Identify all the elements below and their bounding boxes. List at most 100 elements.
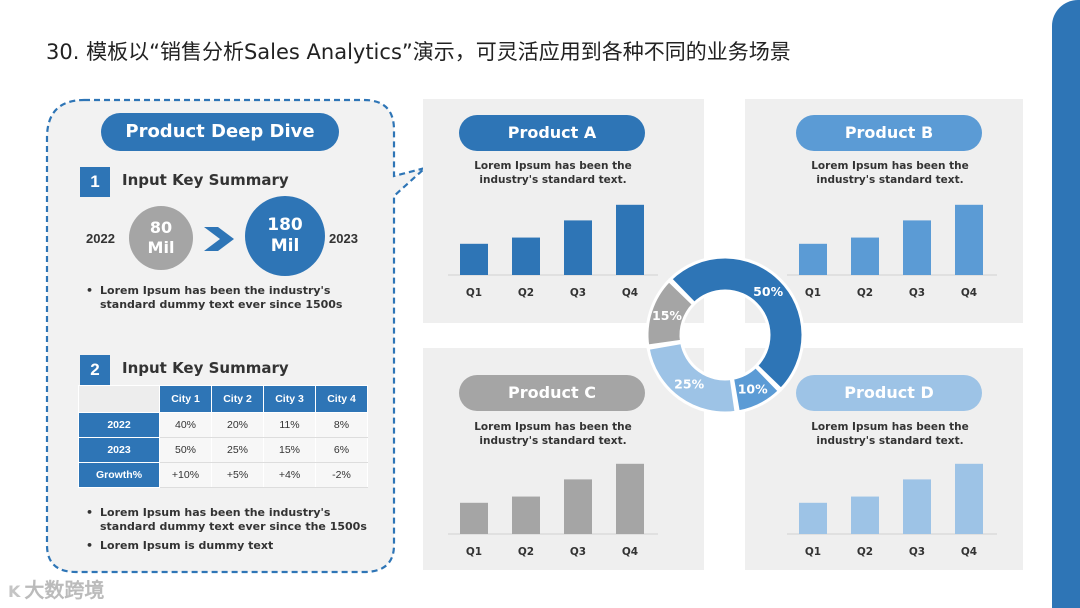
product-b-title: Product B: [796, 115, 982, 151]
table-cell: -2%: [315, 462, 368, 488]
value-from-number: 80: [149, 218, 173, 237]
donut-slice-1: [668, 255, 805, 392]
bar-q2: [512, 237, 540, 275]
description-line: Lorem Ipsum has been the: [811, 160, 969, 172]
bar-q1: [460, 502, 488, 534]
bar-q3: [903, 220, 931, 275]
value-from-unit: Mil: [147, 238, 175, 257]
product-d-bar-chart: Q1 Q2 Q3 Q4: [787, 463, 997, 558]
product-c-title: Product C: [459, 375, 645, 411]
donut-slice-label: 10%: [738, 381, 768, 396]
donut-slice-4: [645, 278, 696, 348]
section-2-number: 2: [80, 355, 110, 385]
table-row: 2022 40% 20% 11% 8%: [78, 412, 368, 438]
share-donut-chart: 50% 10% 25% 15%: [645, 255, 805, 415]
x-tick-label: Q1: [805, 546, 821, 558]
description-line: Lorem Ipsum has been the: [811, 421, 969, 433]
product-a-title: Product A: [459, 115, 645, 151]
x-tick-label: Q3: [570, 546, 586, 558]
bar-q4: [616, 204, 644, 275]
bullet-item: Lorem Ipsum is dummy text: [84, 539, 374, 553]
year-to: 2023: [329, 231, 358, 246]
table-cell: +10%: [159, 462, 212, 488]
table-row: Growth% +10% +5% +4% -2%: [78, 462, 368, 488]
x-tick-label: Q2: [857, 546, 873, 558]
value-to-circle: 180 Mil: [245, 196, 325, 276]
product-b-description: Lorem Ipsum has been the industry's stan…: [770, 159, 1010, 187]
table-cell: 11%: [263, 412, 316, 438]
table-cell: 15%: [263, 437, 316, 463]
x-tick-label: Q3: [909, 546, 925, 558]
x-tick-label: Q4: [622, 287, 638, 299]
column-header: City 2: [211, 385, 264, 413]
bar-q3: [564, 220, 592, 275]
watermark-text: 大数跨境: [24, 578, 105, 602]
table-cell: 6%: [315, 437, 368, 463]
description-line: industry's standard text.: [479, 174, 627, 186]
bar-q4: [616, 463, 644, 534]
bar-q2: [512, 496, 540, 534]
x-tick-label: Q2: [518, 287, 534, 299]
product-b-bar-chart: Q1 Q2 Q3 Q4: [787, 204, 997, 299]
row-header: Growth%: [78, 462, 160, 488]
product-a-bar-chart: Q1 Q2 Q3 Q4: [448, 204, 658, 299]
x-tick-label: Q1: [805, 287, 821, 299]
table-cell: +4%: [263, 462, 316, 488]
x-tick-label: Q2: [518, 546, 534, 558]
bar-q1: [460, 243, 488, 275]
bar-q4: [955, 463, 983, 534]
bar-q2: [851, 496, 879, 534]
table-cell: 40%: [159, 412, 212, 438]
key-summary-table: City 1 City 2 City 3 City 4 2022 40% 20%…: [78, 385, 368, 488]
product-c-description: Lorem Ipsum has been the industry's stan…: [433, 420, 673, 448]
section-2-title: Input Key Summary: [122, 359, 289, 377]
side-accent-bar: [1052, 0, 1080, 608]
value-from-circle: 80 Mil: [129, 206, 193, 270]
table-cell: 25%: [211, 437, 264, 463]
x-tick-label: Q4: [961, 287, 977, 299]
x-tick-label: Q1: [466, 546, 482, 558]
bar-q2: [851, 237, 879, 275]
watermark-logo: K 大数跨境: [8, 574, 104, 603]
bar-q3: [564, 479, 592, 534]
description-line: industry's standard text.: [816, 435, 964, 447]
description-line: industry's standard text.: [816, 174, 964, 186]
logo-mark-icon: K: [8, 582, 21, 601]
column-header: City 4: [315, 385, 368, 413]
donut-slice-3: [646, 340, 738, 415]
column-header: City 3: [263, 385, 316, 413]
donut-slice-2: [730, 364, 782, 414]
product-d-title: Product D: [796, 375, 982, 411]
table-corner-cell: [78, 385, 160, 413]
donut-slice-label: 25%: [674, 376, 704, 391]
description-line: industry's standard text.: [479, 435, 627, 447]
slide-title: 30. 模板以“销售分析Sales Analytics”演示，可灵活应用到各种不…: [46, 40, 791, 64]
x-tick-label: Q3: [909, 287, 925, 299]
x-tick-label: Q2: [857, 287, 873, 299]
bar-q1: [799, 502, 827, 534]
product-c-bar-chart: Q1 Q2 Q3 Q4: [448, 463, 658, 558]
table-cell: 50%: [159, 437, 212, 463]
deep-dive-title: Product Deep Dive: [101, 113, 339, 151]
bar-q4: [955, 204, 983, 275]
bullet-item: Lorem Ipsum has been the industry's stan…: [84, 506, 374, 534]
donut-slice-label: 50%: [753, 284, 783, 299]
x-tick-label: Q3: [570, 287, 586, 299]
description-line: Lorem Ipsum has been the: [474, 160, 632, 172]
year-from: 2022: [86, 231, 115, 246]
product-a-description: Lorem Ipsum has been the industry's stan…: [433, 159, 673, 187]
section-1-bullets: Lorem Ipsum has been the industry's stan…: [84, 284, 374, 317]
section-1-title: Input Key Summary: [122, 171, 289, 189]
table-cell: 20%: [211, 412, 264, 438]
table-cell: 8%: [315, 412, 368, 438]
chevron-right-icon: [204, 227, 234, 251]
donut-slice-label: 15%: [652, 308, 682, 323]
description-line: Lorem Ipsum has been the: [474, 421, 632, 433]
table-row: 2023 50% 25% 15% 6%: [78, 437, 368, 463]
x-tick-label: Q4: [961, 546, 977, 558]
x-tick-label: Q4: [622, 546, 638, 558]
product-d-description: Lorem Ipsum has been the industry's stan…: [770, 420, 1010, 448]
section-1-number: 1: [80, 167, 110, 197]
table-cell: +5%: [211, 462, 264, 488]
value-to-number: 180: [267, 215, 303, 235]
